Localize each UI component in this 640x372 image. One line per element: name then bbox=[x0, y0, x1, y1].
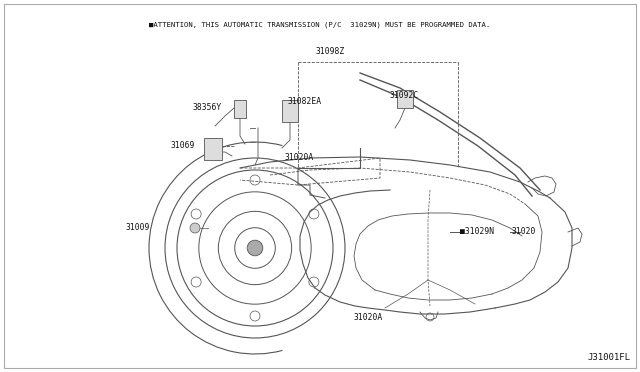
Text: 31009: 31009 bbox=[125, 224, 150, 232]
Text: 31020A: 31020A bbox=[285, 154, 314, 163]
FancyBboxPatch shape bbox=[397, 90, 413, 108]
Text: J31001FL: J31001FL bbox=[587, 353, 630, 362]
FancyBboxPatch shape bbox=[282, 100, 298, 122]
Text: 31069: 31069 bbox=[171, 141, 195, 150]
Text: ■ATTENTION, THIS AUTOMATIC TRANSMISSION (P/C  31029N) MUST BE PROGRAMMED DATA.: ■ATTENTION, THIS AUTOMATIC TRANSMISSION … bbox=[149, 22, 491, 29]
Circle shape bbox=[190, 223, 200, 233]
Text: 31020A: 31020A bbox=[353, 314, 383, 323]
Text: 31098Z: 31098Z bbox=[316, 48, 344, 57]
Text: 31082EA: 31082EA bbox=[288, 97, 322, 106]
FancyBboxPatch shape bbox=[204, 138, 222, 160]
FancyBboxPatch shape bbox=[234, 100, 246, 118]
Text: ■31029N: ■31029N bbox=[460, 228, 494, 237]
Text: 31092C: 31092C bbox=[390, 90, 419, 99]
Text: 38356Y: 38356Y bbox=[193, 103, 222, 112]
Circle shape bbox=[247, 240, 263, 256]
Text: 31020: 31020 bbox=[512, 228, 536, 237]
